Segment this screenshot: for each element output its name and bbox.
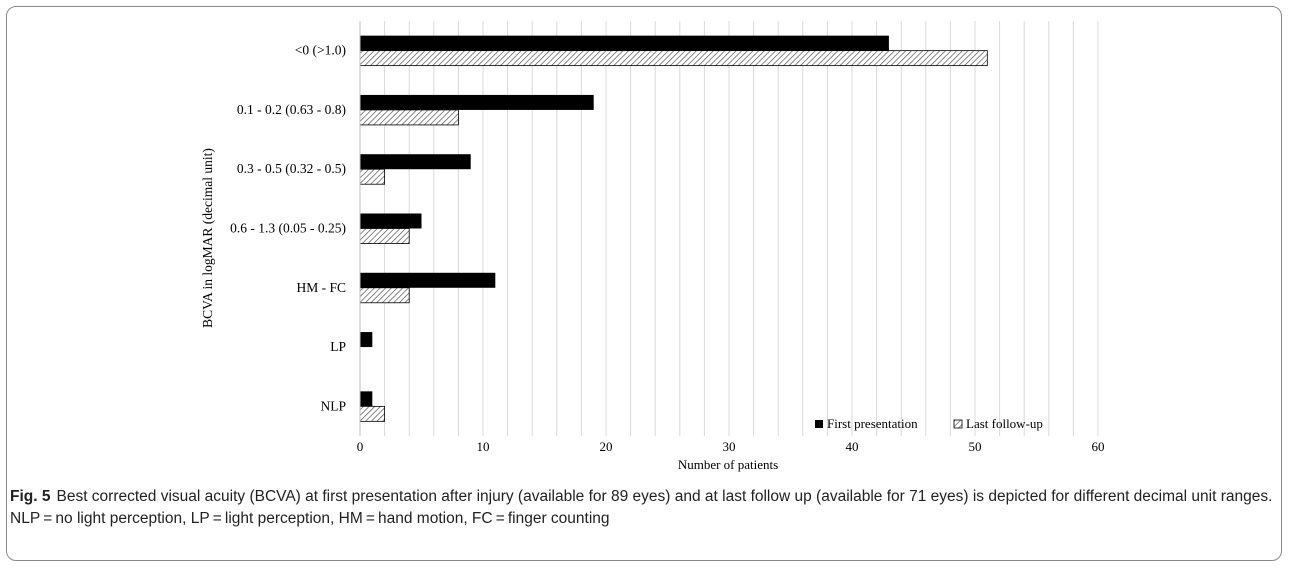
- category-label: <0 (>1.0): [295, 43, 346, 58]
- bar-first-presentation: [360, 272, 496, 288]
- y-axis-title: BCVA in logMAR (decimal unit): [200, 148, 215, 328]
- x-tick-labels: 0 10 20 30 40 50 60: [357, 439, 1105, 454]
- figure-label: Fig. 5: [10, 488, 51, 505]
- x-tick-label: 40: [846, 439, 859, 454]
- bar-last-follow-up: [359, 287, 410, 304]
- bar-last-follow-up: [359, 405, 386, 422]
- bar-first-presentation: [360, 154, 471, 170]
- caption-text: Best corrected visual acuity (BCVA) at f…: [10, 488, 1273, 527]
- x-tick-label: 10: [477, 439, 490, 454]
- gridlines: [384, 21, 1099, 436]
- category-label: 0.6 - 1.3 (0.05 - 0.25): [230, 221, 346, 236]
- x-tick-label: 60: [1092, 439, 1105, 454]
- legend-label-last-follow-up: Last follow-up: [966, 416, 1043, 431]
- x-tick-label: 30: [723, 439, 736, 454]
- bar-last-follow-up: [359, 50, 988, 67]
- legend: First presentation Last follow-up: [815, 416, 1043, 431]
- legend-swatch-last-follow-up: [953, 419, 963, 429]
- category-label: 0.3 - 0.5 (0.32 - 0.5): [237, 161, 346, 176]
- category-label: LP: [330, 339, 346, 354]
- figure-frame: [6, 6, 1282, 561]
- bar-last-follow-up: [359, 168, 386, 185]
- category-label: 0.1 - 0.2 (0.63 - 0.8): [237, 102, 346, 117]
- x-axis-title: Number of patients: [678, 457, 778, 472]
- bars: [359, 35, 988, 422]
- category-label: HM - FC: [296, 280, 346, 295]
- category-label: NLP: [320, 398, 346, 413]
- bar-first-presentation: [360, 391, 373, 407]
- bar-last-follow-up: [359, 228, 410, 244]
- bar-first-presentation: [360, 35, 889, 51]
- category-labels: <0 (>1.0) 0.1 - 0.2 (0.63 - 0.8) 0.3 - 0.5…: [230, 43, 346, 414]
- legend-label-first-presentation: First presentation: [827, 416, 918, 431]
- bar-chart: 0 10 20 30 40 50 60 <0 (>1.0) 0.1 - 0.2 (0.63 -…: [200, 21, 1105, 472]
- legend-swatch-first-presentation: [815, 420, 823, 428]
- bar-first-presentation: [360, 332, 373, 348]
- bar-last-follow-up: [359, 109, 459, 126]
- x-tick-label: 20: [600, 439, 613, 454]
- figure-caption: Fig. 5 Best corrected visual acuity (BCVA…: [10, 486, 1275, 530]
- bar-first-presentation: [360, 213, 422, 229]
- x-tick-label: 0: [357, 439, 364, 454]
- bar-first-presentation: [360, 94, 594, 110]
- x-tick-label: 50: [969, 439, 982, 454]
